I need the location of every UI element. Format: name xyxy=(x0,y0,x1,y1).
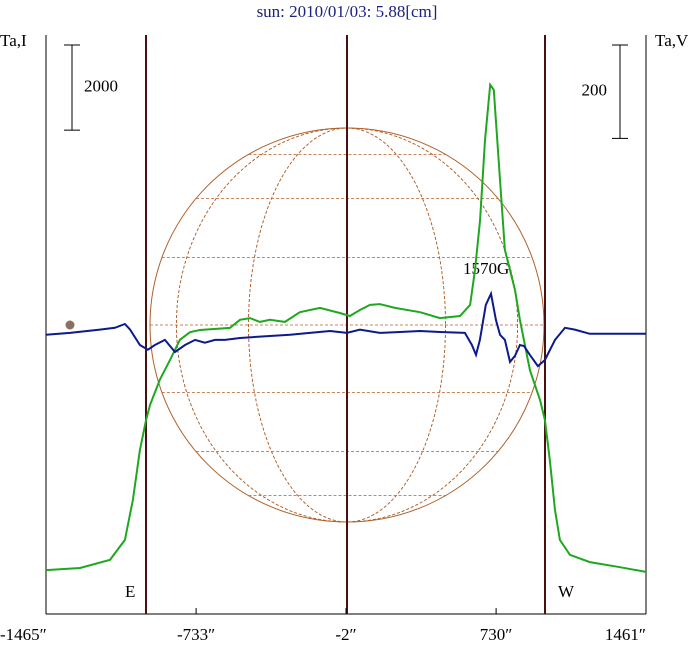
x-tick-label: 730″ xyxy=(480,625,513,644)
x-tick-label: -733″ xyxy=(177,625,215,644)
chart-title: sun: 2010/01/03: 5.88[cm] xyxy=(257,2,438,21)
y-axis-label: Ta,I xyxy=(0,31,27,50)
series-line xyxy=(45,290,646,368)
annotation: W xyxy=(558,582,575,601)
marker-dot xyxy=(65,320,75,330)
scale-bar-v-label: 200 xyxy=(582,81,608,100)
series-line xyxy=(45,82,647,573)
annotation: 1570G xyxy=(463,259,509,278)
x-tick-label: -2″ xyxy=(335,625,356,644)
x-tick-label: 1461″ xyxy=(605,625,646,644)
x-tick-label: -1465″ xyxy=(0,625,47,644)
scale-bar-i-label: 2000 xyxy=(84,76,118,95)
annotation: E xyxy=(125,582,135,601)
y2-axis-label: Ta,V xyxy=(655,31,689,50)
